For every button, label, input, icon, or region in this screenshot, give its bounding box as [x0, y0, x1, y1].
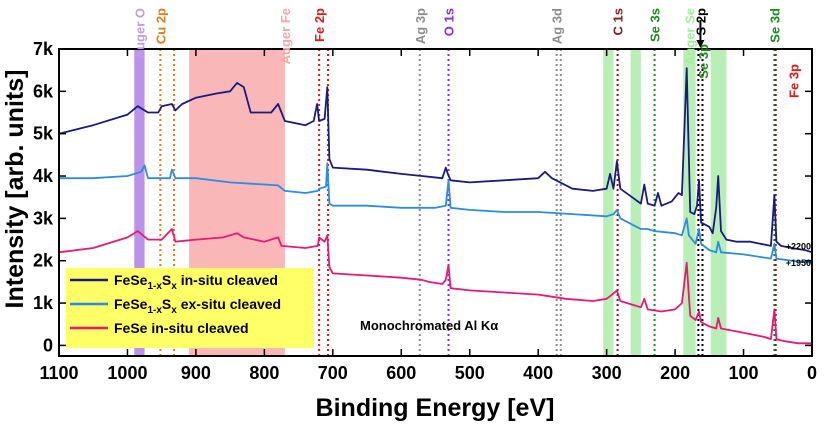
s2p-arrow-head-icon	[696, 40, 705, 48]
x-tick-label: 800	[249, 363, 279, 383]
y-tick-label: 1k	[33, 293, 54, 313]
x-tick-label: 600	[386, 363, 416, 383]
mono-al-annotation: Monochromated Al Kα	[360, 318, 498, 333]
peak-markers	[159, 49, 777, 356]
x-tick-label: 1100	[39, 363, 78, 383]
x-tick-label: 200	[660, 363, 690, 383]
y-tick-label: 2k	[33, 251, 54, 271]
legend-label-1: FeSe1-xSx ex-situ cleaved	[114, 296, 281, 316]
y-tick-label: 0	[43, 335, 53, 355]
marker-label-4: Ag 3p	[413, 8, 428, 44]
band-5	[710, 49, 727, 356]
spectra	[58, 67, 813, 345]
marker-labels: Cu 2p Fe 2p Ag 3p O 1s Ag 3d C 1s Se 3s Se 3d Au…	[132, 8, 801, 98]
x-tick-label: 400	[523, 363, 553, 383]
series-line-1	[59, 162, 813, 264]
offset-label-1: +1950	[786, 258, 811, 268]
marker-label-2: Fe 2p	[312, 8, 327, 42]
band-label-1: Auger Fe	[278, 8, 293, 64]
x-tick-label: 100	[729, 363, 759, 383]
band-3	[630, 49, 641, 356]
offset-label-0: +2200	[786, 241, 811, 251]
x-tick-label: 1000	[107, 363, 147, 383]
series-line-0	[58, 67, 813, 254]
s2p-label: S 2p	[693, 8, 708, 36]
x-tick-label: 700	[318, 363, 348, 383]
band-label-0: Auger O	[132, 8, 147, 59]
x-tick-label: 900	[181, 363, 211, 383]
legend-label-0: FeSe1-xSx in-situ cleaved	[114, 272, 278, 292]
series-line-2	[58, 228, 812, 345]
plot-frame	[58, 48, 813, 357]
y-tick-label: 6k	[33, 81, 54, 101]
fe3p-label: Fe 3p	[786, 64, 801, 98]
band-2	[603, 49, 614, 356]
band-0	[134, 49, 145, 356]
axis-ticks: 1100 1000 900 800 700 600 500 400 300 200 100 001k2…	[33, 39, 817, 383]
x-tick-label: 0	[807, 363, 817, 383]
y-tick-label: 5k	[33, 124, 54, 144]
y-tick-label: 4k	[33, 166, 54, 186]
legend-label-2: FeSe in-situ cleaved	[114, 320, 249, 336]
se3p-label: Se 3p	[696, 44, 711, 79]
marker-label-0: Cu 2p	[153, 8, 168, 44]
x-tick-label: 500	[455, 363, 485, 383]
offset-labels: +2200 +1950	[786, 241, 811, 268]
marker-label-12: Se 3d	[767, 8, 782, 43]
legend-background	[66, 268, 314, 348]
marker-label-6: Ag 3d	[550, 8, 565, 44]
marker-label-8: C 1s	[611, 8, 626, 35]
marker-label-9: Se 3s	[648, 8, 663, 42]
y-tick-label: 7k	[33, 39, 54, 59]
marker-label-5: O 1s	[442, 8, 457, 36]
band-label-4: Auger Se	[683, 8, 698, 65]
y-tick-label: 3k	[33, 208, 54, 228]
x-axis-title: Binding Energy [eV]	[316, 394, 555, 422]
y-axis-title: Intensity [arb. units]	[1, 70, 29, 309]
x-tick-label: 300	[592, 363, 622, 383]
legend: FeSe1-xSx in-situ cleaved FeSe1-xSx ex-si…	[66, 268, 314, 348]
